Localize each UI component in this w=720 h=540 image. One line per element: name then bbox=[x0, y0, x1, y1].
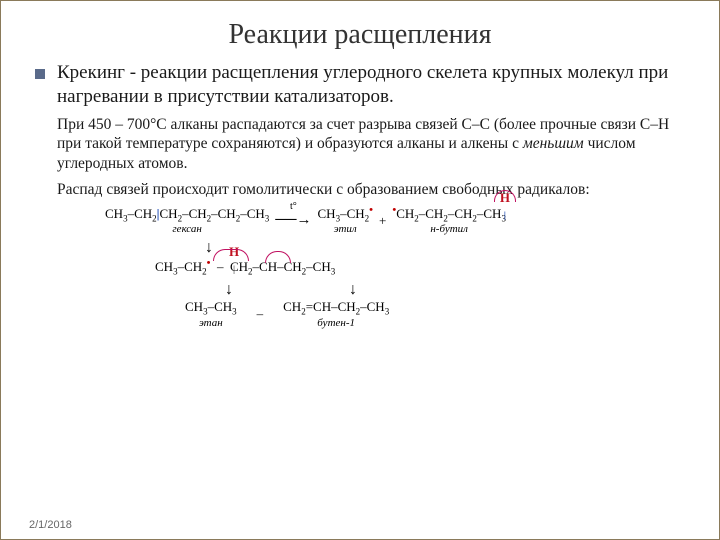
ethyl-formula: CH3–CH2• bbox=[318, 206, 373, 221]
arrow-cond: t° bbox=[290, 201, 297, 212]
butene-formula: CH2=CH–CH2–CH3 bbox=[283, 299, 389, 314]
ethane-label: этан bbox=[185, 317, 237, 329]
p1-emph: меньшим bbox=[523, 135, 584, 152]
arrow-1: t° ──→ bbox=[275, 212, 311, 229]
bullet-icon bbox=[35, 69, 45, 79]
hexane-formula: CH3–CH2|CH2–CH2–CH2–CH3 bbox=[105, 206, 269, 221]
slide-title: Реакции расщепления bbox=[1, 1, 719, 61]
ethane-formula: CH3–CH3 bbox=[185, 299, 237, 314]
equation-2: H| CH3–CH2• – CH2–CH–CH2–CH3 bbox=[155, 259, 685, 277]
intermediate-formula: CH3–CH2• – CH2–CH–CH2–CH3 bbox=[155, 259, 335, 274]
plus-2: – bbox=[257, 306, 264, 322]
equation-3: CH3–CH3 этан – CH2=CH–CH2–CH3 бутен-1 bbox=[185, 299, 685, 329]
down-arrow-1: ↓ bbox=[205, 239, 685, 257]
content-area: Крекинг - реакции расщепления углеродног… bbox=[1, 61, 719, 329]
ethyl: CH3–CH2• этил bbox=[318, 206, 373, 236]
butyl-label: н-бутил bbox=[392, 223, 506, 235]
butene: CH2=CH–CH2–CH3 бутен-1 bbox=[283, 299, 389, 329]
footer-date: 2/1/2018 bbox=[29, 519, 72, 531]
lead-text: Крекинг - реакции расщепления углеродног… bbox=[57, 61, 685, 109]
paragraph-1: При 450 – 700°С алканы распадаются за сч… bbox=[57, 115, 685, 174]
hexane-label: гексан bbox=[105, 223, 269, 235]
ethyl-label: этил bbox=[318, 223, 373, 235]
butene-label: бутен-1 bbox=[283, 317, 389, 329]
H-mid: H| bbox=[229, 244, 239, 276]
lead-block: Крекинг - реакции расщепления углеродног… bbox=[35, 61, 685, 109]
butyl: H| •CH2–CH2–CH2–CH3 н-бутил bbox=[392, 206, 506, 236]
plus-1: + bbox=[379, 213, 386, 229]
chemistry-area: CH3–CH2|CH2–CH2–CH2–CH3 гексан t° ──→ CH… bbox=[105, 206, 685, 329]
paragraph-2: Распад связей происходит гомолитически с… bbox=[57, 180, 685, 200]
ethane: CH3–CH3 этан bbox=[185, 299, 237, 329]
down-arrows-2: ↓ ↓ bbox=[225, 281, 685, 299]
down-arrow-2b: ↓ bbox=[349, 281, 357, 299]
H-top: H| bbox=[500, 190, 510, 222]
hexane: CH3–CH2|CH2–CH2–CH2–CH3 гексан bbox=[105, 206, 269, 236]
equation-1: CH3–CH2|CH2–CH2–CH2–CH3 гексан t° ──→ CH… bbox=[105, 206, 685, 236]
down-arrow-2a: ↓ bbox=[225, 281, 233, 299]
butyl-formula: •CH2–CH2–CH2–CH3 bbox=[392, 206, 506, 221]
intermediate: H| CH3–CH2• – CH2–CH–CH2–CH3 bbox=[155, 259, 335, 277]
